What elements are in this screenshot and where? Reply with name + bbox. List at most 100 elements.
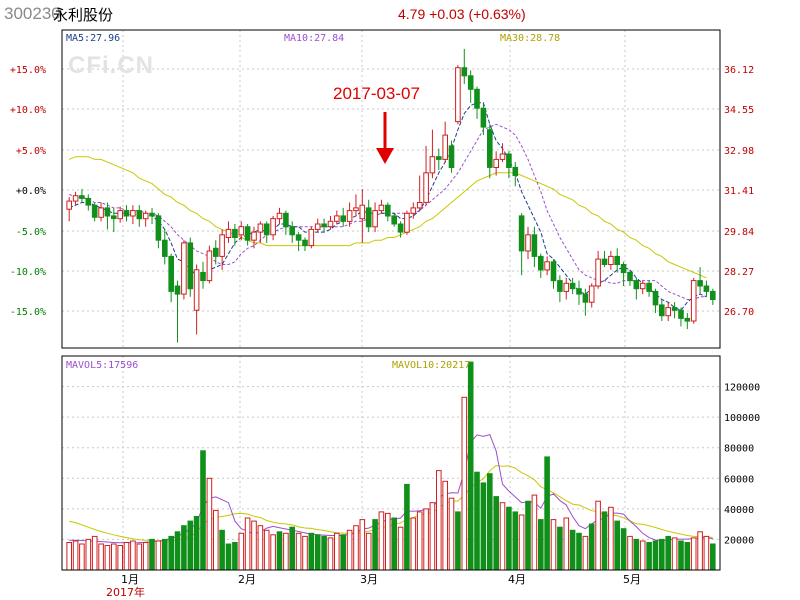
volume-bar: [66, 542, 73, 571]
arrow-layer: [376, 112, 394, 164]
candle: [181, 242, 187, 295]
volume-bar: [181, 525, 187, 571]
candle: [665, 307, 672, 317]
volume-bar: [646, 542, 652, 571]
volume-bar: [136, 543, 143, 571]
candle: [334, 215, 340, 222]
candle: [232, 228, 238, 238]
candle: [595, 258, 601, 287]
volume-bar: [550, 519, 557, 571]
candle: [525, 234, 531, 252]
candle: [671, 307, 678, 311]
candle: [569, 282, 576, 290]
candle: [155, 215, 162, 241]
volume-bar: [499, 502, 506, 571]
price-quote: 4.79 +0.03 (+0.63%): [398, 6, 526, 22]
candle: [346, 210, 353, 222]
candle: [601, 258, 608, 266]
volume-tick: 120000: [724, 383, 760, 394]
volume-bar: [155, 540, 162, 571]
candle: [518, 215, 525, 252]
right-price-tick: 34.55: [724, 105, 754, 116]
candle: [391, 215, 397, 225]
volume-bar: [582, 535, 589, 571]
left-pct-tick: -10.0%: [10, 267, 46, 278]
volume-bar: [72, 540, 79, 571]
volume-bar: [321, 535, 327, 571]
candle: [416, 202, 423, 209]
candle: [244, 226, 251, 241]
volume-bar: [91, 535, 98, 571]
volume-bar: [627, 535, 633, 571]
ma30-line: [69, 156, 707, 279]
candle: [251, 231, 257, 241]
candle: [620, 264, 627, 274]
candle: [91, 204, 98, 218]
volume-bar: [614, 520, 621, 571]
volume-bar: [85, 538, 92, 571]
volume-bar: [633, 538, 640, 571]
candle: [499, 153, 506, 160]
volume-bar: [512, 511, 519, 571]
volume-bar: [353, 525, 359, 571]
volume-bar: [117, 545, 124, 571]
volume-bar: [378, 511, 385, 571]
volume-bar: [671, 537, 678, 571]
candle: [308, 228, 315, 247]
volume-bar: [678, 540, 684, 571]
volume-tick: 20000: [724, 535, 754, 546]
right-price-tick: 26.70: [724, 307, 754, 318]
volume-bar: [710, 543, 716, 571]
volume-bar: [295, 532, 302, 571]
volume-bar: [276, 531, 283, 571]
left-pct-tick: +15.0%: [10, 65, 46, 76]
candle: [104, 207, 111, 217]
candle: [703, 285, 710, 292]
volume-bar: [557, 526, 563, 571]
mavol5-label: MAVOL5:17596: [66, 360, 139, 371]
volume-bar: [525, 500, 531, 571]
volume-bar: [531, 494, 538, 571]
candle: [111, 215, 117, 220]
candle: [480, 107, 487, 128]
month-tick-label: 2月: [238, 573, 256, 586]
volume-bar: [690, 537, 697, 571]
volume-bar: [487, 473, 493, 571]
candle: [314, 223, 321, 230]
volume-bars: [66, 361, 716, 571]
candle: [652, 290, 659, 306]
candle: [72, 195, 79, 202]
left-pct-tick: -15.0%: [10, 307, 46, 318]
volume-bar: [346, 529, 353, 571]
candle: [257, 223, 264, 233]
ma5-label: MA5:27.96: [66, 33, 121, 44]
stock-name: 永利股份: [53, 6, 114, 24]
volume-bar: [448, 497, 455, 571]
volume-bar: [289, 526, 295, 571]
candle: [659, 304, 665, 317]
candle: [404, 212, 410, 233]
volume-bar: [423, 508, 429, 571]
candle: [436, 156, 442, 160]
volume-bar: [213, 509, 219, 571]
candle: [385, 204, 391, 217]
candle: [219, 234, 225, 257]
volume-bar: [595, 500, 601, 571]
candle: [506, 153, 512, 168]
volume-bar: [620, 528, 627, 571]
volume-tick: 100000: [724, 413, 760, 424]
candle: [493, 158, 499, 168]
candle: [684, 317, 691, 322]
volume-bar: [569, 529, 576, 571]
volume-bar: [200, 450, 206, 571]
volume-bar: [467, 361, 474, 571]
volume-bar: [206, 477, 213, 571]
month-labels: 1月 2月 3月 4月 5月 2017年: [106, 573, 641, 599]
candle: [531, 234, 538, 257]
volume-bar: [263, 529, 270, 571]
volume-bar: [365, 532, 372, 571]
month-tick-label: 4月: [508, 573, 526, 586]
candle: [289, 226, 295, 236]
volume-bar: [436, 470, 442, 571]
